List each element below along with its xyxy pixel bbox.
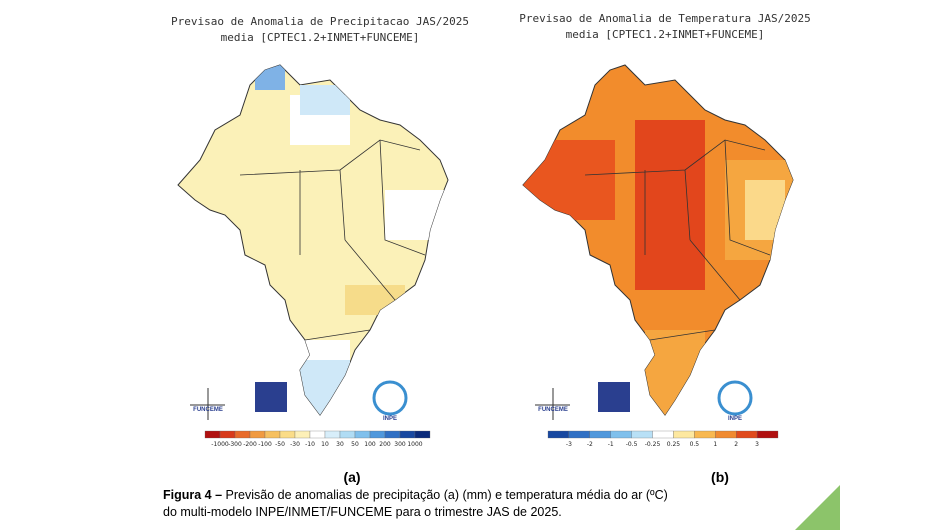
caption: Figura 4 – Previsão de anomalias de prec… — [163, 488, 668, 502]
colorbar-label: 50 — [351, 441, 359, 448]
colorbar-label: 1000 — [407, 441, 422, 448]
colorbar-label: -0.25 — [645, 441, 661, 448]
logo-text: FUNCEME — [193, 407, 223, 413]
colorbar-segment — [673, 430, 695, 439]
colorbar-segment — [610, 430, 632, 439]
colorbar-segment — [399, 430, 416, 439]
colorbar-label: 1 — [713, 441, 717, 448]
logo-text: INPE — [728, 416, 742, 422]
colorbar-label: -200 — [243, 441, 257, 448]
colorbar-label: 300 — [394, 441, 406, 448]
colorbar-segment — [547, 430, 570, 439]
colorbar-label: -10 — [305, 441, 315, 448]
caption-label: Figura 4 – — [163, 488, 222, 502]
colorbar-segment — [294, 430, 311, 439]
colorbar-segment — [369, 430, 386, 439]
colorbar-segment — [339, 430, 356, 439]
colorbar-label: 3 — [755, 441, 759, 448]
colorbar-label: -1 — [608, 441, 614, 448]
colorbar-label: -300 — [228, 441, 242, 448]
map-title: Previsao de Anomalia de Temperatura JAS/… — [519, 12, 810, 25]
temp-map — [522, 64, 794, 416]
colorbar-segment — [249, 430, 266, 439]
colorbar-segment — [264, 430, 281, 439]
map-subtitle: media [CPTEC1.2+INMET+FUNCEME] — [566, 28, 765, 41]
colorbar-label: 2 — [734, 441, 738, 448]
colorbar-label: -30 — [290, 441, 300, 448]
colorbar-label: 30 — [336, 441, 344, 448]
colorbar-segment — [589, 430, 611, 439]
colorbar-segment — [279, 430, 296, 439]
colorbar-label: -1000 — [211, 441, 229, 448]
colorbar-label: 0.5 — [690, 441, 700, 448]
colorbar-segment — [354, 430, 371, 439]
colorbar-segment — [652, 430, 674, 439]
precip-map — [177, 64, 449, 416]
colorbar-segment — [694, 430, 716, 439]
colorbar-label: 10 — [321, 441, 329, 448]
panel-label: (a) — [343, 469, 360, 485]
colorbar-label: -2 — [587, 441, 593, 448]
colorbar-label: 200 — [379, 441, 391, 448]
colorbar-segment — [414, 430, 431, 439]
colorbar-label: 0.25 — [667, 441, 681, 448]
colorbar-label: -100 — [258, 441, 272, 448]
colorbar-segment — [756, 430, 779, 439]
colorbar-segment — [309, 430, 326, 439]
panel-label: (b) — [711, 469, 729, 485]
corner-decoration — [795, 485, 840, 530]
colorbar-label: -3 — [566, 441, 572, 448]
colorbar-segment — [631, 430, 653, 439]
colorbar-segment — [736, 430, 758, 439]
colorbar-segment — [715, 430, 737, 439]
logos: FUNCEME INMET INPE FUNCEME INMET INPE — [190, 380, 753, 422]
map-title: Previsao de Anomalia de Precipitacao JAS… — [171, 15, 469, 28]
colorbar-label: -0.5 — [626, 441, 638, 448]
logo-text: FUNCEME — [538, 407, 568, 413]
colorbar-segment — [384, 430, 401, 439]
colorbar-label: 100 — [364, 441, 376, 448]
logo-text: INMET — [605, 414, 624, 420]
colorbar-segment — [234, 430, 251, 439]
map-subtitle: media [CPTEC1.2+INMET+FUNCEME] — [221, 31, 420, 44]
logo-text: INMET — [262, 414, 281, 420]
caption-text: Previsão de anomalias de precipitação (a… — [222, 488, 668, 502]
logo-text: INPE — [383, 416, 397, 422]
colorbar-segment — [204, 430, 221, 439]
colorbar-segment — [568, 430, 590, 439]
colorbar-segment — [324, 430, 341, 439]
caption-text: do multi-modelo INPE/INMET/FUNCEME para … — [163, 505, 562, 519]
colorbar-label: -50 — [275, 441, 285, 448]
colorbar-segment — [219, 430, 236, 439]
